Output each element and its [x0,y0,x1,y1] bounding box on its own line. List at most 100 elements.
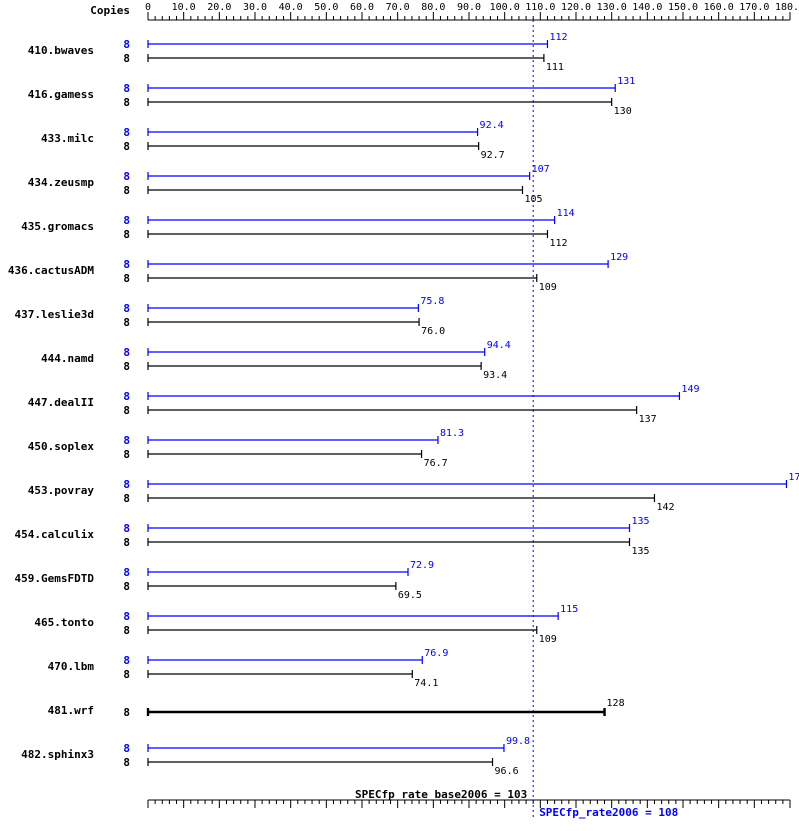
axis-tick-label: 140.0 [632,2,662,13]
base-value-label: 96.6 [495,766,519,777]
peak-value-label: 99.8 [506,736,530,747]
axis-tick-label: 100.0 [490,2,520,13]
copies-value-base: 8 [123,272,130,285]
copies-value-peak: 8 [123,654,130,667]
axis-tick-label: 50.0 [314,2,338,13]
axis-tick-label: 120.0 [561,2,591,13]
benchmark-label: 434.zeusmp [28,176,95,189]
peak-value-label: 94.4 [487,340,511,351]
copies-value-base: 8 [123,404,130,417]
summary-base-label: SPECfp_rate_base2006 = 103 [355,788,527,801]
base-value-label: 74.1 [414,678,438,689]
copies-value-base: 8 [123,492,130,505]
copies-value-peak: 8 [123,214,130,227]
axis-tick-label: 130.0 [597,2,627,13]
copies-value-peak: 8 [123,566,130,579]
peak-value-label: 92.4 [480,120,504,131]
benchmark-label: 436.cactusADM [8,264,94,277]
axis-tick-label: 60.0 [350,2,374,13]
axis-tick-label: 110.0 [525,2,555,13]
spec-rate-chart: 010.020.030.040.050.060.070.080.090.0100… [0,0,799,831]
axis-tick-label: 160.0 [704,2,734,13]
copies-value-peak: 8 [123,346,130,359]
chart-background [0,0,799,831]
benchmark-label: 481.wrf [48,704,94,717]
benchmark-label: 433.milc [41,132,94,145]
copies-value-peak: 8 [123,610,130,623]
peak-value-label: 179 [788,472,799,483]
copies-value-base: 8 [123,624,130,637]
axis-tick-label: 170.0 [739,2,769,13]
benchmark-label: 437.leslie3d [15,308,94,321]
peak-value-label: 115 [560,604,578,615]
benchmark-label: 454.calculix [15,528,95,541]
base-value-label: 135 [632,546,650,557]
benchmark-label: 450.soplex [28,440,95,453]
peak-value-label: 81.3 [440,428,464,439]
base-value-label: 69.5 [398,590,422,601]
copies-value-peak: 8 [123,170,130,183]
copies-value-base: 8 [123,580,130,593]
axis-tick-label: 30.0 [243,2,267,13]
peak-value-label: 72.9 [410,560,434,571]
copies-value-peak: 8 [123,434,130,447]
benchmark-label: 459.GemsFDTD [15,572,95,585]
copies-value-base: 8 [123,706,130,719]
copies-value-peak: 8 [123,82,130,95]
benchmark-label: 447.dealII [28,396,94,409]
copies-header: Copies [90,4,130,17]
copies-value-base: 8 [123,228,130,241]
copies-value-peak: 8 [123,258,130,271]
copies-value-peak: 8 [123,742,130,755]
peak-value-label: 75.8 [420,296,444,307]
benchmark-label: 482.sphinx3 [21,748,94,761]
benchmark-label: 470.lbm [48,660,95,673]
copies-value-base: 8 [123,316,130,329]
copies-value-base: 8 [123,668,130,681]
axis-tick-label: 80.0 [421,2,445,13]
benchmark-label: 444.namd [41,352,94,365]
benchmark-label: 416.gamess [28,88,94,101]
base-value-label: 137 [639,414,657,425]
copies-value-peak: 8 [123,522,130,535]
axis-tick-label: 40.0 [279,2,303,13]
axis-tick-label: 20.0 [207,2,231,13]
axis-tick-label: 180.0 [775,2,799,13]
benchmark-label: 465.tonto [34,616,94,629]
copies-value-base: 8 [123,536,130,549]
copies-value-peak: 8 [123,126,130,139]
base-value-label: 128 [607,698,625,709]
benchmark-label: 410.bwaves [28,44,94,57]
copies-value-base: 8 [123,52,130,65]
copies-value-base: 8 [123,140,130,153]
axis-tick-label: 90.0 [457,2,481,13]
peak-value-label: 135 [632,516,650,527]
benchmark-label: 435.gromacs [21,220,94,233]
copies-value-base: 8 [123,756,130,769]
copies-value-peak: 8 [123,38,130,51]
axis-tick-label: 0 [145,2,151,13]
peak-value-label: 131 [617,76,635,87]
peak-value-label: 114 [557,208,575,219]
base-value-label: 92.7 [481,150,505,161]
axis-tick-label: 10.0 [172,2,196,13]
base-value-label: 105 [525,194,543,205]
peak-value-label: 129 [610,252,628,263]
base-value-label: 76.7 [424,458,448,469]
copies-value-base: 8 [123,184,130,197]
copies-value-peak: 8 [123,478,130,491]
copies-value-base: 8 [123,96,130,109]
summary-peak-label: SPECfp_rate2006 = 108 [539,806,678,819]
base-value-label: 130 [614,106,632,117]
copies-value-peak: 8 [123,390,130,403]
copies-value-peak: 8 [123,302,130,315]
base-value-label: 76.0 [421,326,445,337]
base-value-label: 112 [549,238,567,249]
base-value-label: 109 [539,634,557,645]
base-value-label: 93.4 [483,370,507,381]
peak-value-label: 112 [549,32,567,43]
benchmark-label: 453.povray [28,484,95,497]
peak-value-label: 149 [681,384,699,395]
peak-value-label: 107 [532,164,550,175]
base-value-label: 109 [539,282,557,293]
